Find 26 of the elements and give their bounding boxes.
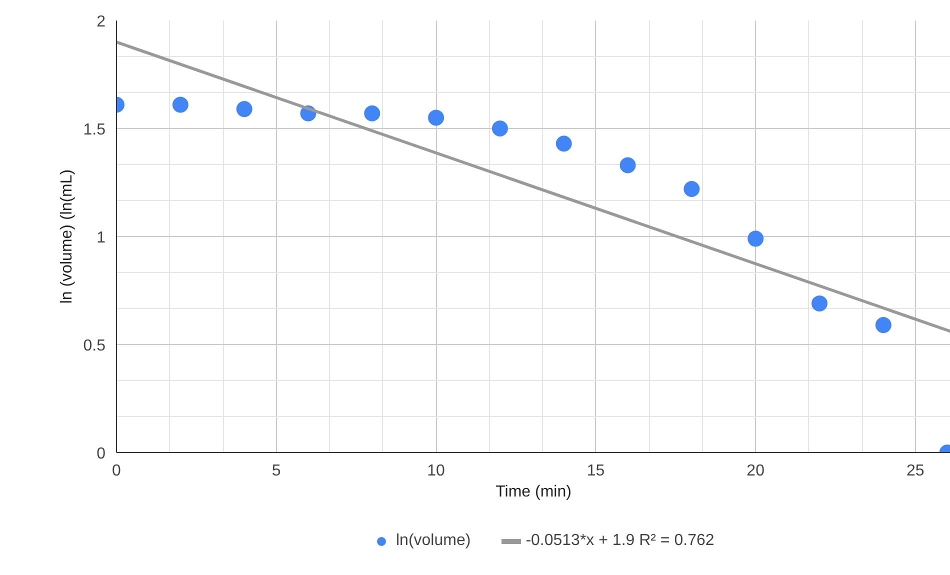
x-axis-title: Time (min) xyxy=(496,484,572,500)
point xyxy=(684,180,700,197)
y-tick-label: 2 xyxy=(96,14,106,30)
point xyxy=(492,120,508,136)
x-tick-label: 20 xyxy=(746,462,765,480)
y-axis-title: ln (volume) (ln(mL) xyxy=(58,169,76,304)
point xyxy=(620,157,636,174)
y-tick-label: 0.5 xyxy=(83,338,106,354)
point xyxy=(556,136,572,152)
legend-label: -0.0513*x + 1.9 R² = 0.762 xyxy=(526,532,714,550)
y-tick-label: 0 xyxy=(96,446,106,462)
point xyxy=(428,110,444,126)
x-tick-label: 5 xyxy=(272,462,281,480)
point xyxy=(875,317,892,334)
x-tick-label: 15 xyxy=(586,462,605,480)
x-tick-label: 0 xyxy=(112,462,122,480)
point xyxy=(236,101,252,118)
x-tick-label: 25 xyxy=(906,462,924,480)
point xyxy=(172,96,188,113)
legend-label: ln(volume) xyxy=(396,532,471,550)
point xyxy=(364,105,380,122)
x-tick-label: 10 xyxy=(427,462,446,480)
point xyxy=(748,230,764,247)
point xyxy=(811,295,828,312)
y-tick-label: 1.5 xyxy=(83,122,106,138)
y-tick-label: 1 xyxy=(96,230,106,246)
